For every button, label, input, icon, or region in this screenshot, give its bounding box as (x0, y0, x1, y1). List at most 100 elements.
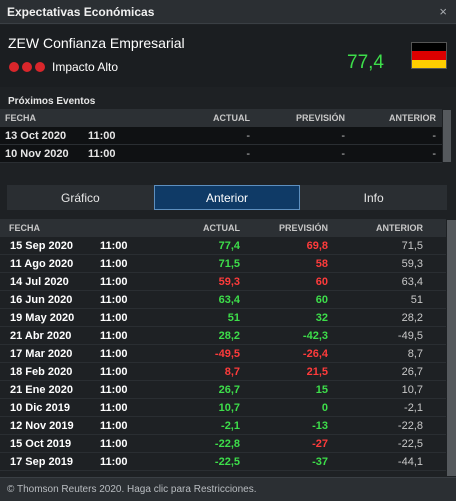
header-actual: ACTUAL (203, 223, 240, 233)
row-previous: 59,3 (401, 257, 423, 270)
row-forecast: -42,3 (302, 329, 328, 342)
history-rows: 15 Sep 2020 11:00 77,4 69,8 71,5 11 Ago 2020 1… (0, 237, 446, 471)
row-previous: 10,7 (401, 383, 423, 396)
row-date: 19 May 2020 (10, 311, 75, 324)
close-icon[interactable]: × (439, 4, 447, 19)
table-row[interactable]: 14 Jul 2020 11:00 59,3 60 63,4 (0, 273, 446, 291)
header-previous: ANTERIOR (389, 113, 436, 123)
table-row[interactable]: 15 Sep 2020 11:00 77,4 69,8 71,5 (0, 237, 446, 255)
row-previous: -22,8 (397, 419, 423, 432)
row-previous: 28,2 (401, 311, 423, 324)
row-forecast: -26,4 (302, 347, 328, 360)
impact-dot-icon (22, 62, 32, 72)
row-date: 12 Nov 2019 (10, 419, 74, 432)
tab-bar: Gráfico Anterior Info (7, 185, 448, 210)
row-actual: -49,5 (214, 347, 240, 360)
row-previous: 26,7 (401, 365, 423, 378)
row-date: 10 Nov 2020 (5, 147, 69, 160)
row-date: 15 Sep 2020 (10, 239, 73, 252)
row-forecast: 21,5 (306, 365, 328, 378)
germany-flag-icon (411, 42, 447, 69)
impact-dot-icon (9, 62, 19, 72)
copyright-footer[interactable]: © Thomson Reuters 2020. Haga clic para R… (0, 477, 456, 501)
row-actual: -2,1 (221, 419, 240, 432)
row-time: 11:00 (100, 455, 128, 468)
row-time: 11:00 (100, 275, 128, 288)
row-forecast: 58 (315, 257, 328, 270)
row-actual: 10,7 (218, 401, 240, 414)
row-date: 17 Mar 2020 (10, 347, 73, 360)
table-row[interactable]: 13 Oct 2020 11:00 - - - (0, 127, 442, 145)
row-forecast: 0 (321, 401, 328, 414)
row-previous: -44,1 (397, 455, 423, 468)
latest-value: 77,4 (347, 52, 384, 73)
row-actual: 59,3 (218, 275, 240, 288)
table-row[interactable]: 15 Oct 2019 11:00 -22,8 -27 -22,5 (0, 435, 446, 453)
row-time: 11:00 (100, 329, 128, 342)
window-title: Expectativas Económicas (7, 4, 155, 19)
row-date: 11 Ago 2020 (10, 257, 74, 270)
row-date: 18 Feb 2020 (10, 365, 73, 378)
row-time: 11:00 (100, 383, 128, 396)
history-table: FECHA ACTUAL PREVISIÓN ANTERIOR 15 Sep 2… (0, 219, 446, 477)
table-header: FECHA ACTUAL PREVISIÓN ANTERIOR (0, 219, 446, 237)
header-forecast: PREVISIÓN (278, 223, 328, 233)
table-row[interactable]: 21 Abr 2020 11:00 28,2 -42,3 -49,5 (0, 327, 446, 345)
table-row[interactable]: 17 Mar 2020 11:00 -49,5 -26,4 8,7 (0, 345, 446, 363)
row-date: 21 Ene 2020 (10, 383, 73, 396)
table-row[interactable]: 11 Ago 2020 11:00 71,5 58 59,3 (0, 255, 446, 273)
row-previous: 71,5 (401, 239, 423, 252)
table-row[interactable]: 10 Nov 2020 11:00 - - - (0, 145, 442, 163)
table-row[interactable]: 12 Nov 2019 11:00 -2,1 -13 -22,8 (0, 417, 446, 435)
row-actual: - (246, 129, 250, 142)
impact-label: Impacto Alto (52, 60, 119, 74)
row-actual: -22,5 (214, 455, 240, 468)
row-actual: 63,4 (218, 293, 240, 306)
row-time: 11:00 (100, 239, 128, 252)
row-forecast: 60 (315, 275, 328, 288)
row-time: 11:00 (100, 347, 128, 360)
row-time: 11:00 (88, 147, 116, 160)
row-time: 11:00 (100, 437, 128, 450)
row-date: 16 Jun 2020 (10, 293, 73, 306)
row-actual: 8,7 (224, 365, 240, 378)
table-row[interactable]: 16 Jun 2020 11:00 63,4 60 51 (0, 291, 446, 309)
table-row[interactable]: 18 Feb 2020 11:00 8,7 21,5 26,7 (0, 363, 446, 381)
history-scrollbar[interactable] (447, 220, 456, 476)
event-header: ZEW Confianza Empresarial Impacto Alto 7… (0, 25, 456, 87)
row-previous: - (432, 147, 436, 160)
row-date: 14 Jul 2020 (10, 275, 69, 288)
row-forecast: 15 (315, 383, 328, 396)
row-actual: 26,7 (218, 383, 240, 396)
table-row[interactable]: 19 May 2020 11:00 51 32 28,2 (0, 309, 446, 327)
row-forecast: -13 (312, 419, 328, 432)
event-title: ZEW Confianza Empresarial (8, 35, 185, 51)
row-time: 11:00 (100, 311, 128, 324)
row-date: 10 Dic 2019 (10, 401, 70, 414)
header-date: FECHA (5, 113, 36, 123)
table-row[interactable]: 21 Ene 2020 11:00 26,7 15 10,7 (0, 381, 446, 399)
row-time: 11:00 (100, 365, 128, 378)
row-date: 13 Oct 2020 (5, 129, 67, 142)
tab-grafico[interactable]: Gráfico (7, 185, 154, 210)
table-row[interactable]: 10 Dic 2019 11:00 10,7 0 -2,1 (0, 399, 446, 417)
row-actual: 28,2 (218, 329, 240, 342)
row-time: 11:00 (100, 257, 128, 270)
row-previous: -49,5 (397, 329, 423, 342)
table-row[interactable]: 17 Sep 2019 11:00 -22,5 -37 -44,1 (0, 453, 446, 471)
row-forecast: -37 (312, 455, 328, 468)
row-actual: - (246, 147, 250, 160)
row-actual: 51 (227, 311, 240, 324)
row-date: 15 Oct 2019 (10, 437, 72, 450)
tab-anterior[interactable]: Anterior (153, 185, 301, 210)
window-titlebar: Expectativas Económicas × (0, 0, 456, 24)
header-actual: ACTUAL (213, 113, 250, 123)
header-forecast: PREVISIÓN (295, 113, 345, 123)
row-previous: -22,5 (397, 437, 423, 450)
upcoming-scrollbar[interactable] (443, 110, 451, 162)
upcoming-events-table: FECHA ACTUAL PREVISIÓN ANTERIOR 13 Oct 2… (0, 109, 442, 163)
table-header: FECHA ACTUAL PREVISIÓN ANTERIOR (0, 109, 442, 127)
row-previous: 51 (410, 293, 423, 306)
row-time: 11:00 (100, 293, 128, 306)
tab-info[interactable]: Info (300, 185, 448, 210)
